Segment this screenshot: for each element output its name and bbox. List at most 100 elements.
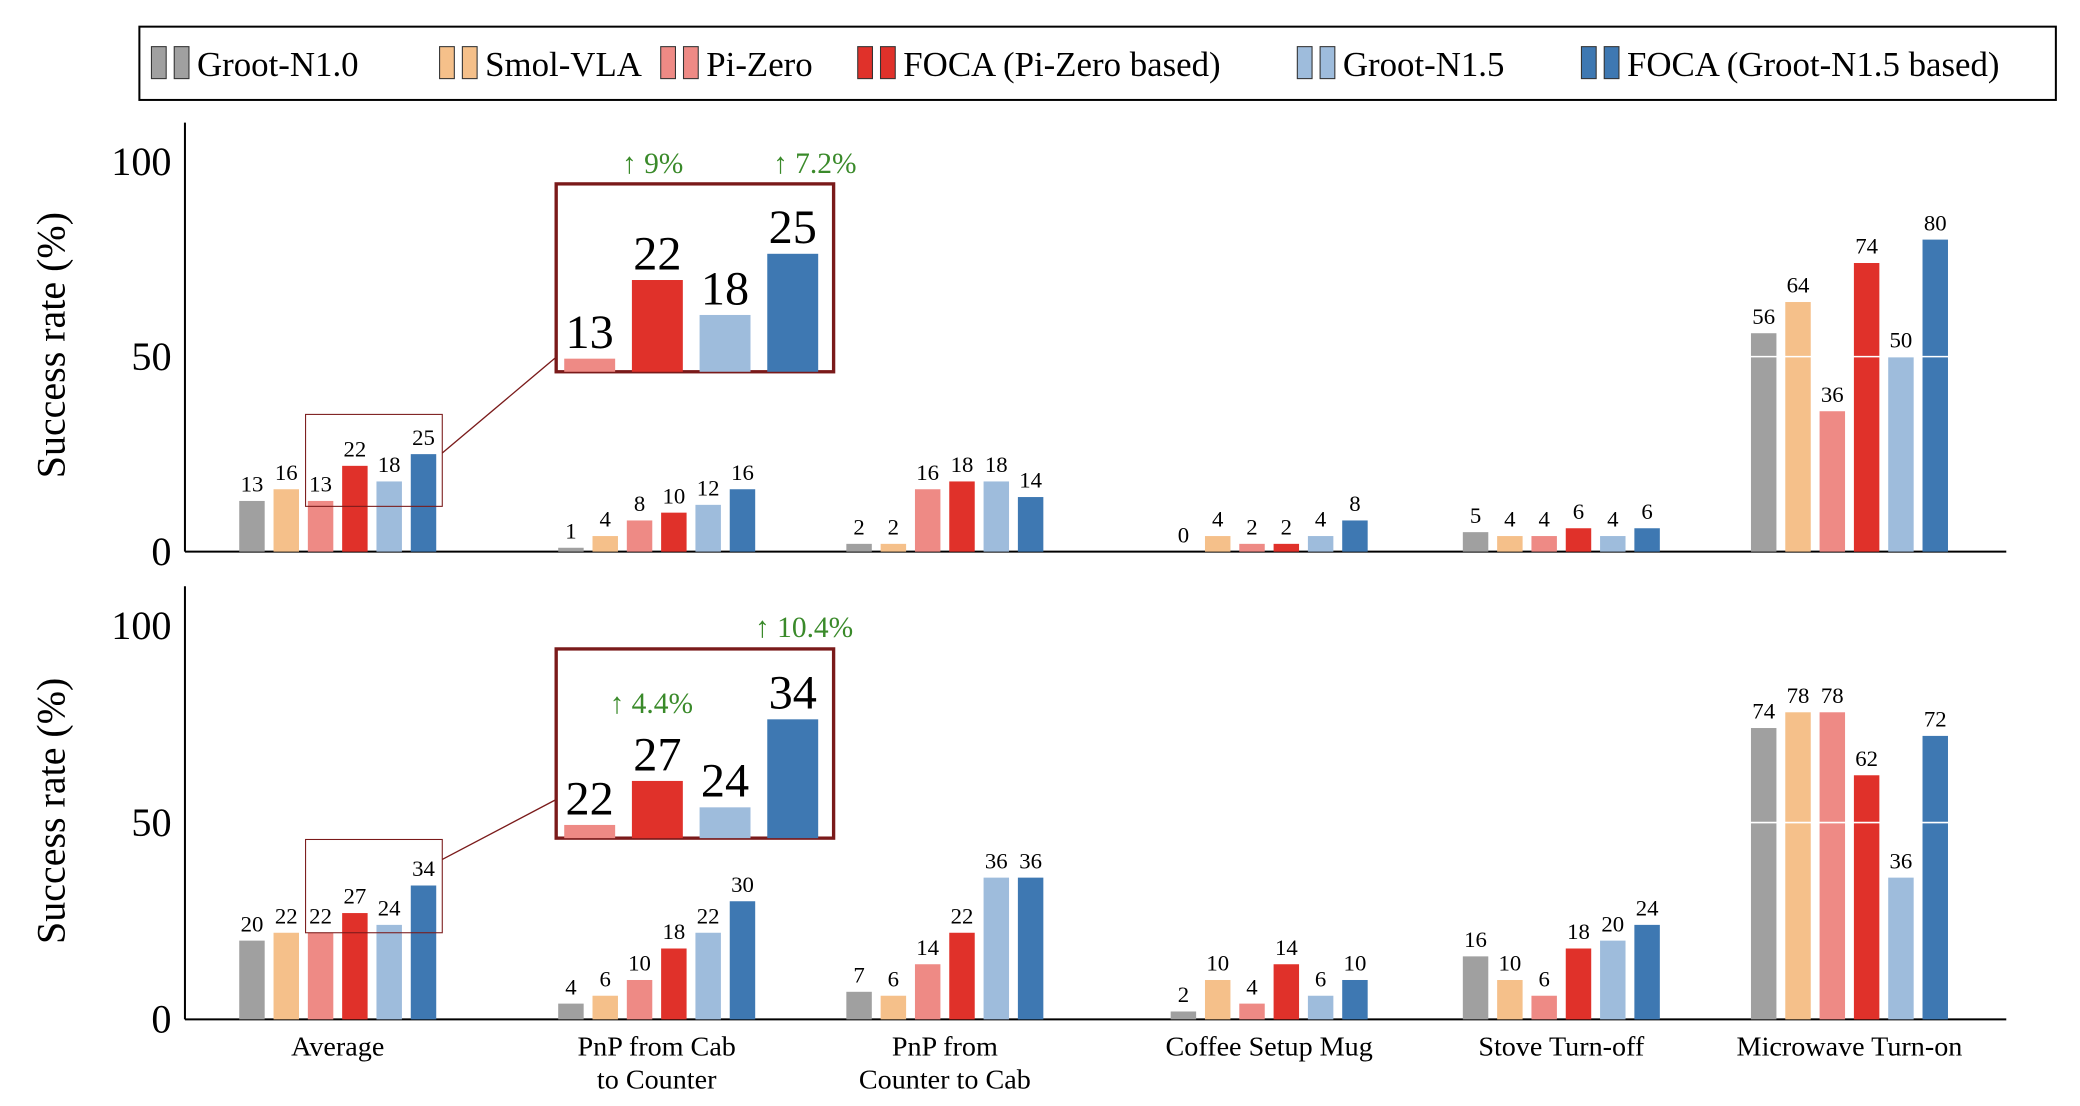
value-label: 6 (600, 966, 611, 991)
value-label: 16 (275, 460, 298, 485)
bar (1785, 302, 1811, 552)
value-label: 36 (1890, 848, 1913, 873)
x-tick-label: PnP from Counter to Cab (859, 1031, 1031, 1095)
legend-label: FOCA (Pi-Zero based) (903, 45, 1220, 84)
bar (1017, 877, 1044, 1020)
y-axis-label: Success rate (%) (28, 212, 73, 478)
annotation: ↑ 9% (622, 148, 683, 180)
inset-bar (564, 824, 616, 839)
inset-bar (699, 807, 751, 839)
legend-swatch (1296, 46, 1313, 80)
bar (1170, 1011, 1197, 1020)
value-label: 25 (412, 425, 435, 450)
value-label: 10 (1498, 951, 1521, 976)
x-tick-label: Stove Turn-off (1478, 1031, 1645, 1062)
bar (949, 932, 975, 1020)
x-tick-label: Average (291, 1031, 384, 1062)
value-label: 1 (565, 518, 576, 543)
bar (1888, 356, 1914, 552)
bar (1750, 333, 1777, 552)
legend-box (138, 25, 2057, 101)
bar (1273, 543, 1300, 552)
bar (1307, 536, 1334, 552)
legend-swatch (150, 46, 167, 80)
legend-swatch (173, 46, 190, 80)
bar (558, 1003, 584, 1020)
y-tick-label: 100 (111, 603, 171, 648)
bar (1462, 532, 1489, 552)
bar (1273, 964, 1300, 1020)
value-label: 10 (1344, 951, 1367, 976)
value-label: 4 (1607, 507, 1618, 532)
value-label: 8 (634, 491, 645, 516)
value-label: 78 (1787, 683, 1810, 708)
zoom-connector (441, 356, 557, 454)
inset-bar (767, 253, 819, 372)
bar (1497, 536, 1523, 552)
value-label: 2 (1281, 515, 1292, 540)
bar (1819, 411, 1846, 552)
value-label: 22 (275, 903, 298, 928)
bar (1634, 924, 1660, 1020)
y-tick-label: 50 (131, 800, 171, 845)
value-label: 8 (1349, 491, 1360, 516)
bar (661, 948, 687, 1020)
value-label: 80 (1924, 210, 1947, 235)
bar (410, 454, 437, 552)
bar (1922, 735, 1948, 1020)
zoom-connector (441, 798, 557, 861)
value-label: 20 (241, 911, 264, 936)
bar (273, 932, 299, 1020)
value-label: 14 (916, 935, 939, 960)
bar (729, 489, 756, 552)
value-label: 62 (1855, 746, 1878, 771)
value-label: 18 (378, 452, 401, 477)
value-label: 2 (1178, 982, 1189, 1007)
legend-swatch (1580, 46, 1597, 80)
legend-label: Smol-VLA (485, 45, 642, 84)
bar (695, 504, 721, 552)
y-tick-label: 100 (111, 139, 171, 184)
value-label: 6 (1641, 499, 1652, 524)
bar (1600, 940, 1626, 1020)
bar (1888, 877, 1914, 1020)
annotation: ↑ 7.2% (773, 148, 856, 180)
y-axis-label: Success rate (%) (28, 678, 73, 944)
value-label: 30 (731, 872, 754, 897)
bar (1819, 712, 1846, 1020)
value-label: 18 (951, 452, 974, 477)
bar (1634, 528, 1660, 552)
bar (846, 543, 872, 552)
value-label: 10 (662, 483, 685, 508)
value-label: 4 (1538, 507, 1549, 532)
annotation: ↑ 10.4% (755, 612, 853, 644)
legend-label: Groot-N1.5 (1343, 45, 1505, 84)
bar (1531, 995, 1557, 1020)
value-label: 7 (853, 963, 864, 988)
legend-label: Groot-N1.0 (197, 45, 359, 84)
value-label: 0 (1178, 522, 1189, 547)
bar (376, 924, 402, 1020)
bar (1342, 520, 1368, 552)
bar (1307, 995, 1334, 1020)
x-tick-label: Microwave Turn-on (1737, 1031, 1963, 1062)
chart-root: Groot-N1.0 Smol-VLA Pi-Zero FOCA (Pi-Zero b… (28, 25, 2057, 1096)
value-label: 4 (1212, 507, 1223, 532)
value-label: 4 (1504, 507, 1515, 532)
value-label: 22 (951, 903, 974, 928)
bar (1785, 712, 1811, 1020)
value-label: 36 (1821, 382, 1844, 407)
value-label: 24 (378, 896, 401, 921)
bar (880, 995, 907, 1020)
bar (592, 995, 618, 1020)
value-label: 36 (1019, 848, 1042, 873)
bar (239, 940, 265, 1020)
legend-swatch (857, 46, 874, 80)
bar (983, 481, 1010, 552)
value-label: 16 (1464, 927, 1487, 952)
value-label: 10 (628, 951, 651, 976)
bar (1750, 728, 1777, 1020)
value-label: 22 (309, 903, 332, 928)
bar (558, 547, 584, 552)
